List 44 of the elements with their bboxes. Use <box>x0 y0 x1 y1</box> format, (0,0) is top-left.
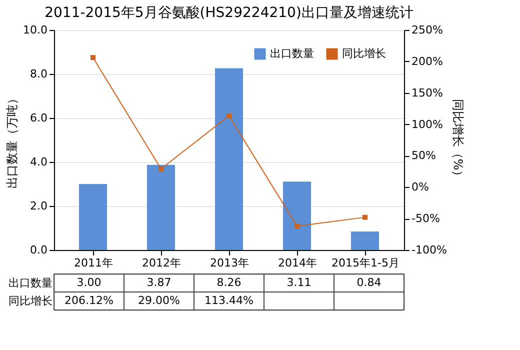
y-tick-label: 8.0 <box>30 68 48 80</box>
y-tick-label: 4.0 <box>30 156 48 168</box>
bar <box>147 164 175 250</box>
x-tick-label: 2012年 <box>142 256 181 270</box>
bar <box>283 182 311 250</box>
y2-tick-label: 250% <box>412 24 443 36</box>
data-label: 29.00% <box>138 294 180 307</box>
y2-tick-label: 100% <box>412 118 443 131</box>
y-tick-label: 6.0 <box>30 112 48 124</box>
chart-title: 2011-2015年5月谷氨酸(HS29224210)出口量及增速统计 <box>44 5 414 21</box>
point <box>294 224 300 229</box>
y-tick-label: 2.0 <box>30 200 48 212</box>
y2-tick-label: 0% <box>412 180 429 194</box>
point <box>362 214 368 220</box>
data-label: 113.44% <box>204 294 254 307</box>
x-tick-label: 2014年 <box>278 256 317 270</box>
bar <box>351 232 379 250</box>
y-axis-title: 出口数量（万吨） <box>5 92 20 188</box>
y2-axis-title: 同比增长（%） <box>450 98 465 182</box>
point <box>158 166 164 172</box>
x-tick-label: 2013年 <box>210 256 249 270</box>
bar <box>215 68 243 250</box>
data-label: 0.84 <box>356 276 382 289</box>
data-label: 3.00 <box>76 276 102 289</box>
y2-tick-label: -50% <box>412 212 440 226</box>
bar <box>79 184 107 250</box>
x-tick-label: 2011年 <box>74 256 113 270</box>
y2-tick-label: 50% <box>412 149 436 162</box>
point <box>226 113 232 118</box>
y2-tick-label: 200% <box>412 54 443 68</box>
point <box>90 55 96 60</box>
text: 出口数量 <box>8 276 52 290</box>
y2-tick-label: -100% <box>412 244 447 256</box>
y2-tick-label: 150% <box>412 86 443 100</box>
data-label: 3.11 <box>286 276 312 289</box>
data-label: 8.26 <box>216 276 242 289</box>
legend-label: 出口数量 <box>270 47 314 60</box>
text: 同比增长 <box>8 294 52 308</box>
data-label: 3.87 <box>146 276 172 289</box>
x-tick-label: 2015年1-5月 <box>332 256 400 270</box>
y-tick-label: 10.0 <box>23 24 48 36</box>
legend-label: 同比增长 <box>342 47 386 60</box>
data-label: 206.12% <box>64 294 114 307</box>
y-tick-label: 0.0 <box>30 244 48 256</box>
